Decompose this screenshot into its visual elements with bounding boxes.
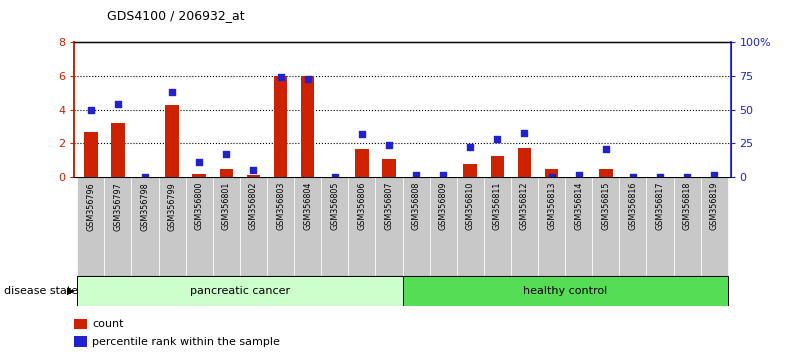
FancyBboxPatch shape (294, 177, 321, 276)
Text: GSM356817: GSM356817 (655, 182, 665, 230)
Bar (402, 276, 728, 306)
Text: disease state: disease state (4, 286, 78, 296)
Bar (274, 76, 288, 177)
Text: GSM356801: GSM356801 (222, 182, 231, 230)
Text: GSM356814: GSM356814 (574, 182, 583, 230)
FancyBboxPatch shape (376, 177, 402, 276)
Bar (545, 169, 558, 177)
Text: GSM356816: GSM356816 (629, 182, 638, 230)
FancyBboxPatch shape (104, 177, 131, 276)
Point (139, 174, 151, 180)
Bar (111, 123, 125, 177)
Text: GSM356818: GSM356818 (682, 182, 691, 230)
Text: count: count (92, 319, 123, 329)
Text: GSM356813: GSM356813 (547, 182, 556, 230)
Point (301, 76, 314, 82)
FancyBboxPatch shape (159, 177, 186, 276)
Point (193, 159, 206, 164)
Point (356, 131, 368, 137)
Text: GDS4100 / 206932_at: GDS4100 / 206932_at (107, 9, 244, 22)
FancyBboxPatch shape (511, 177, 538, 276)
Point (247, 167, 260, 172)
Bar (301, 76, 315, 177)
Point (166, 90, 179, 95)
Point (464, 144, 477, 150)
Point (681, 174, 694, 180)
Text: GSM356799: GSM356799 (167, 182, 176, 231)
Text: GSM356796: GSM356796 (87, 182, 95, 230)
Point (437, 172, 449, 178)
Point (274, 75, 287, 80)
FancyBboxPatch shape (186, 177, 213, 276)
Point (654, 174, 666, 180)
Bar (77, 276, 402, 306)
Text: ▶: ▶ (67, 286, 74, 296)
Bar (84, 132, 98, 177)
Bar (382, 159, 396, 177)
Bar (219, 169, 233, 177)
Bar (355, 149, 368, 177)
Text: percentile rank within the sample: percentile rank within the sample (92, 337, 280, 347)
Text: GSM356811: GSM356811 (493, 182, 502, 230)
FancyBboxPatch shape (566, 177, 592, 276)
Bar (464, 164, 477, 177)
Bar (247, 175, 260, 177)
Bar (517, 148, 531, 177)
Point (383, 142, 396, 148)
Bar (165, 105, 179, 177)
Text: GSM356798: GSM356798 (140, 182, 150, 230)
Text: GSM356805: GSM356805 (330, 182, 340, 230)
Point (491, 137, 504, 142)
Point (545, 174, 558, 180)
Bar (490, 156, 504, 177)
Text: GSM356815: GSM356815 (602, 182, 610, 230)
FancyBboxPatch shape (402, 177, 429, 276)
Point (708, 172, 721, 178)
FancyBboxPatch shape (674, 177, 701, 276)
Bar (74, 336, 87, 347)
Text: GSM356803: GSM356803 (276, 182, 285, 230)
FancyBboxPatch shape (131, 177, 159, 276)
Text: pancreatic cancer: pancreatic cancer (190, 286, 290, 296)
FancyBboxPatch shape (321, 177, 348, 276)
FancyBboxPatch shape (484, 177, 511, 276)
Text: GSM356808: GSM356808 (412, 182, 421, 230)
FancyBboxPatch shape (646, 177, 674, 276)
FancyBboxPatch shape (267, 177, 294, 276)
Text: GSM356810: GSM356810 (465, 182, 475, 230)
Point (626, 174, 639, 180)
Bar (192, 174, 206, 177)
Point (84, 107, 97, 113)
Point (409, 172, 422, 178)
Point (328, 174, 341, 180)
Text: GSM356806: GSM356806 (357, 182, 366, 230)
Text: GSM356797: GSM356797 (114, 182, 123, 231)
FancyBboxPatch shape (429, 177, 457, 276)
FancyBboxPatch shape (592, 177, 619, 276)
FancyBboxPatch shape (701, 177, 728, 276)
Text: GSM356800: GSM356800 (195, 182, 203, 230)
Text: GSM356812: GSM356812 (520, 182, 529, 230)
Text: GSM356809: GSM356809 (439, 182, 448, 230)
Point (518, 130, 531, 136)
Bar (599, 169, 613, 177)
Point (599, 146, 612, 152)
Bar (74, 319, 87, 329)
FancyBboxPatch shape (213, 177, 239, 276)
Text: GSM356819: GSM356819 (710, 182, 718, 230)
Point (111, 102, 124, 107)
FancyBboxPatch shape (239, 177, 267, 276)
FancyBboxPatch shape (348, 177, 376, 276)
Text: GSM356807: GSM356807 (384, 182, 393, 230)
Text: healthy control: healthy control (523, 286, 607, 296)
Text: GSM356804: GSM356804 (303, 182, 312, 230)
Point (220, 151, 233, 157)
Text: GSM356802: GSM356802 (249, 182, 258, 230)
FancyBboxPatch shape (619, 177, 646, 276)
Point (572, 172, 585, 178)
FancyBboxPatch shape (77, 177, 104, 276)
FancyBboxPatch shape (538, 177, 566, 276)
FancyBboxPatch shape (457, 177, 484, 276)
